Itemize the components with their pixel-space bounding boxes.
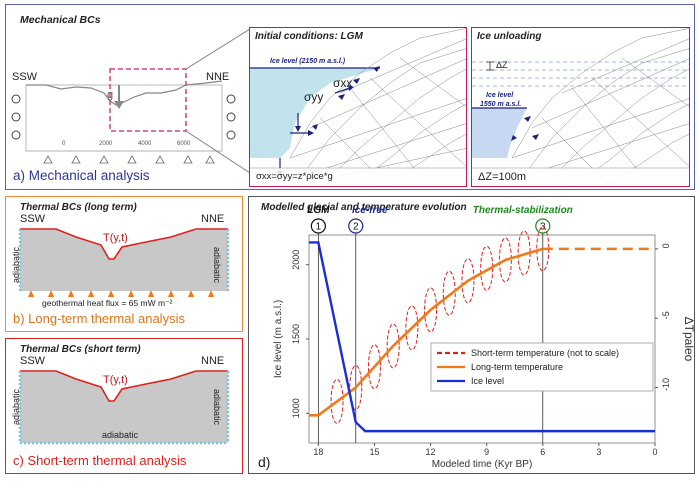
phase-marker [348, 218, 364, 234]
panel-c-caption: c) Short-term thermal analysis [13, 453, 187, 468]
panel-c-right-bc: adiabatic [212, 388, 223, 426]
panel-c-title: Thermal BCs (short term) [20, 344, 141, 355]
x-tick-label: 18 [313, 447, 323, 457]
legend-box [430, 342, 654, 392]
x-tick-label: 3 [596, 447, 601, 457]
panel-d-caption: d) [258, 454, 271, 470]
short-term-oscillation [330, 378, 344, 424]
phase-marker-number: 3 [540, 222, 546, 233]
unloading-title: Ice unloading [477, 31, 542, 42]
y2-axis-label: ΔTpaleo [682, 317, 696, 362]
panel-a-mechanical: Mechanical BCs SSW NNE g 0 2000 40 [5, 4, 695, 190]
panel-c-ssw: SSW [20, 355, 46, 367]
panel-b-heat-flux: geothermal heat flux = 65 mW m⁻² [42, 298, 173, 308]
phase-label: LGM [307, 205, 330, 216]
phase-marker-number: 2 [353, 222, 359, 233]
side-label-ssw: SSW [12, 71, 38, 83]
delta-z-value: ΔZ=100m [478, 171, 527, 183]
panel-b-long-term: Thermal BCs (long term) SSW NNE T(y,t) a… [5, 196, 243, 332]
x-tick-0: 0 [62, 141, 66, 147]
panel-b-right-bc: adiabatic [212, 246, 223, 284]
short-term-oscillation [386, 323, 400, 369]
panel-c-surface-label: T(y,t) [103, 374, 128, 386]
panel-d-title: Modelled glacial and temperature evoluti… [261, 202, 467, 213]
plot-frame [308, 234, 656, 444]
sigma-xx-label: σxx [333, 76, 353, 90]
phase-label: Thermal-stabilization [473, 205, 573, 216]
ice-level-line [309, 241, 655, 433]
panel-b-domain [18, 228, 230, 297]
x-axis-label: Modeled time (Kyr BP) [432, 459, 533, 470]
gravity-label: g [107, 89, 114, 101]
x-tick-label: 15 [369, 447, 379, 457]
y2-tick-label: -10 [661, 378, 671, 391]
panel-b-surface-label: T(y,t) [103, 232, 128, 244]
panel-b-left-bc: adiabatic [11, 246, 22, 284]
panel-c-bottom-bc: adiabatic [102, 430, 139, 440]
y-axis-label: Ice level (m a.s.l.) [273, 300, 284, 378]
initial-title: Initial conditions: LGM [255, 31, 363, 42]
delta-z-symbol: ΔZ [496, 60, 508, 70]
unloading-mesh-svg [472, 28, 689, 186]
unloading-ice-level-value: 1550 m a.s.l. [480, 101, 522, 108]
unloading-ice-level: Ice level [486, 92, 514, 99]
short-term-oscillation [461, 258, 475, 304]
stress-formula: σxx=σyy=z*ρice*g [256, 171, 333, 182]
overview-mesh-diagram [11, 28, 251, 174]
x-tick-label: 12 [426, 447, 436, 457]
x-tick-2000: 2000 [99, 141, 113, 147]
initial-ice-level: Ice level (2150 m a.s.l.) [270, 58, 346, 65]
y-tick-label: 2000 [291, 250, 301, 270]
panel-b-caption: b) Long-term thermal analysis [13, 311, 185, 326]
initial-mesh-svg [250, 28, 466, 186]
panel-b-nne: NNE [201, 213, 225, 225]
legend-ice-level-label: Ice level [471, 376, 504, 386]
phase-marker [535, 218, 551, 234]
sigma-yy-label: σyy [304, 90, 324, 104]
panel-a-title: Mechanical BCs [20, 14, 101, 26]
long-term-temperature-line [309, 247, 544, 417]
x-tick-label: 6 [540, 447, 545, 457]
phase-marker-number: 1 [316, 222, 322, 233]
panel-d-evolution: Modelled glacial and temperature evoluti… [248, 196, 696, 474]
panel-c-nne: NNE [201, 355, 225, 367]
side-label-nne: NNE [206, 71, 230, 83]
y-tick-label: 1000 [291, 398, 301, 418]
phase-label: Ice-free [352, 205, 388, 216]
x-tick-6000: 6000 [177, 141, 191, 147]
legend-short-term-label: Short-term temperature (not to scale) [471, 348, 619, 358]
y2-tick-label: 0 [661, 243, 671, 248]
short-term-oscillation [367, 344, 381, 390]
y2-tick-label: -5 [661, 311, 671, 319]
x-tick-label: 0 [652, 447, 657, 457]
panel-b-ssw: SSW [20, 213, 46, 225]
panel-c-short-term: Thermal BCs (short term) SSW NNE T(y,t) … [5, 338, 243, 474]
panel-b-title: Thermal BCs (long term) [20, 202, 137, 213]
legend-long-term-label: Long-term temperature [471, 362, 563, 372]
y-tick-label: 1500 [291, 324, 301, 344]
panel-c-domain [18, 370, 230, 445]
x-tick-4000: 4000 [138, 141, 152, 147]
short-term-oscillation [405, 305, 419, 351]
initial-conditions-panel: Initial conditions: LGM Ice level (2150 … [249, 27, 467, 187]
panel-c-left-bc: adiabatic [11, 388, 22, 426]
ice-unloading-panel: Ice unloading ΔZ Ice level 1550 m a.s.l.… [471, 27, 690, 187]
phase-marker [310, 218, 326, 234]
x-tick-label: 9 [484, 447, 489, 457]
panel-a-caption: a) Mechanical analysis [13, 168, 150, 183]
